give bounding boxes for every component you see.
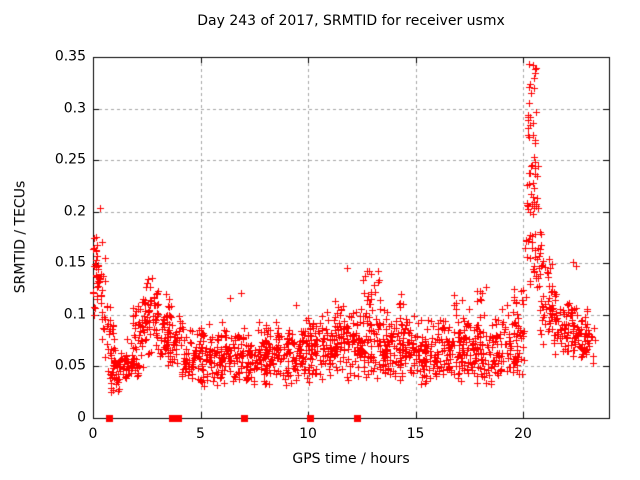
y-tick-label: 0.2 (63, 203, 86, 220)
y-tick-label: 0.1 (63, 306, 86, 323)
x-axis-label: GPS time / hours (292, 451, 410, 467)
x-tick-label: 0 (88, 426, 98, 442)
chart-title: Day 243 of 2017, SRMTID for receiver usm… (197, 13, 505, 29)
y-tick-label: 0 (77, 409, 86, 426)
y-tick-label: 0.25 (54, 151, 86, 168)
y-tick-label: 0.35 (54, 48, 86, 65)
y-tick-label: 0.3 (63, 100, 86, 117)
x-tick-label: 20 (514, 426, 532, 442)
y-tick-label: 0.15 (54, 254, 86, 271)
x-tick-label: 10 (299, 426, 317, 442)
x-tick-label: 15 (406, 426, 425, 442)
y-axis-label: SRMTID / TECUs (12, 180, 29, 294)
x-tick-label: 5 (196, 426, 205, 442)
y-tick-label: 0.05 (54, 357, 86, 374)
